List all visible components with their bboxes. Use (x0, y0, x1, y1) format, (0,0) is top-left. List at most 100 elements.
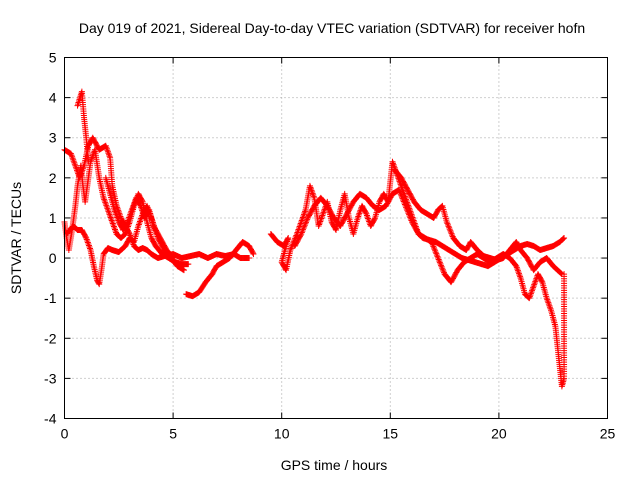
data-point (444, 220, 451, 227)
data-point (301, 222, 308, 229)
y-tick-label: 2 (49, 170, 57, 186)
data-point (399, 195, 406, 202)
data-point (434, 253, 441, 260)
data-point (170, 255, 177, 262)
series-track-f (267, 158, 568, 274)
data-point (433, 252, 440, 259)
x-axis-label: GPS time / hours (281, 457, 388, 473)
data-point (431, 246, 438, 253)
x-tick-label: 10 (274, 426, 290, 442)
data-point (433, 250, 440, 257)
y-tick-label: -3 (44, 370, 57, 386)
data-point (437, 260, 444, 267)
data-point (400, 197, 407, 204)
data-point (430, 244, 437, 251)
data-point (287, 247, 294, 254)
data-point (136, 201, 143, 208)
data-point (444, 221, 451, 228)
data-point (446, 224, 453, 231)
data-point (408, 217, 415, 224)
data-point (396, 188, 403, 195)
series-track-c (63, 202, 187, 288)
data-point (436, 259, 443, 266)
data-point (282, 265, 289, 272)
y-tick-label: 4 (49, 90, 57, 106)
data-point (402, 202, 409, 209)
data-point (302, 220, 309, 227)
data-point (401, 201, 408, 208)
data-point (371, 216, 378, 223)
data-point (185, 261, 192, 268)
data-point (85, 158, 92, 165)
data-point (561, 235, 568, 241)
data-point (406, 211, 413, 218)
data-point (439, 266, 446, 273)
data-point (558, 270, 565, 277)
data-point (435, 256, 442, 263)
data-point (436, 257, 443, 264)
data-point (287, 245, 294, 252)
data-point (447, 229, 454, 236)
data-point (405, 210, 412, 217)
x-tick-label: 5 (169, 426, 177, 442)
x-tick-label: 0 (61, 426, 69, 442)
data-point (301, 223, 308, 230)
data-point (438, 263, 445, 270)
data-point (298, 230, 305, 237)
data-point (429, 241, 436, 248)
axis-ticks (64, 57, 608, 419)
data-point (432, 247, 439, 254)
data-point (288, 244, 295, 251)
data-point (560, 235, 567, 242)
x-tick-label: 20 (491, 426, 507, 442)
data-point (538, 277, 545, 284)
data-point (398, 194, 405, 201)
data-point (299, 228, 306, 235)
series-track-b (61, 146, 192, 268)
data-point (559, 236, 566, 243)
series-track-i (102, 174, 177, 262)
data-point (397, 189, 404, 196)
data-point (300, 225, 307, 232)
x-tick-label: 15 (383, 426, 399, 442)
data-point (557, 269, 564, 276)
data-point (303, 217, 310, 224)
y-tick-label: 0 (49, 250, 57, 266)
data-point (435, 255, 442, 262)
data-point (428, 239, 435, 246)
data-point (304, 216, 311, 223)
y-axis-label: SDTVAR / TECUs (8, 182, 24, 294)
data-point (407, 216, 414, 223)
data-point (169, 254, 176, 261)
data-point (82, 233, 89, 240)
data-point (403, 204, 410, 211)
x-tick-label: 25 (600, 426, 616, 442)
series-track-g (291, 186, 568, 390)
data-point (440, 268, 447, 275)
y-tick-label: 5 (49, 50, 57, 66)
data-point (246, 255, 253, 262)
chart-title: Day 019 of 2021, Sidereal Day-to-day VTE… (79, 20, 585, 36)
data-point (447, 227, 454, 234)
data-point (446, 226, 453, 233)
data-point (395, 186, 402, 193)
data-point (438, 262, 445, 269)
data-point (400, 198, 407, 205)
data-point (439, 265, 446, 272)
data-point (123, 220, 130, 227)
data-point (398, 192, 405, 199)
series-track-e (183, 239, 257, 300)
data-point (250, 251, 257, 258)
data-point (139, 197, 146, 204)
data-point (404, 207, 411, 214)
data-point (401, 199, 408, 206)
data-point (332, 225, 339, 232)
data-point (448, 230, 455, 237)
data-point (362, 209, 369, 216)
data-point (430, 243, 437, 250)
y-tick-label: 1 (49, 210, 57, 226)
data-point (558, 271, 565, 278)
data-point (297, 232, 304, 239)
data-point (432, 249, 439, 256)
